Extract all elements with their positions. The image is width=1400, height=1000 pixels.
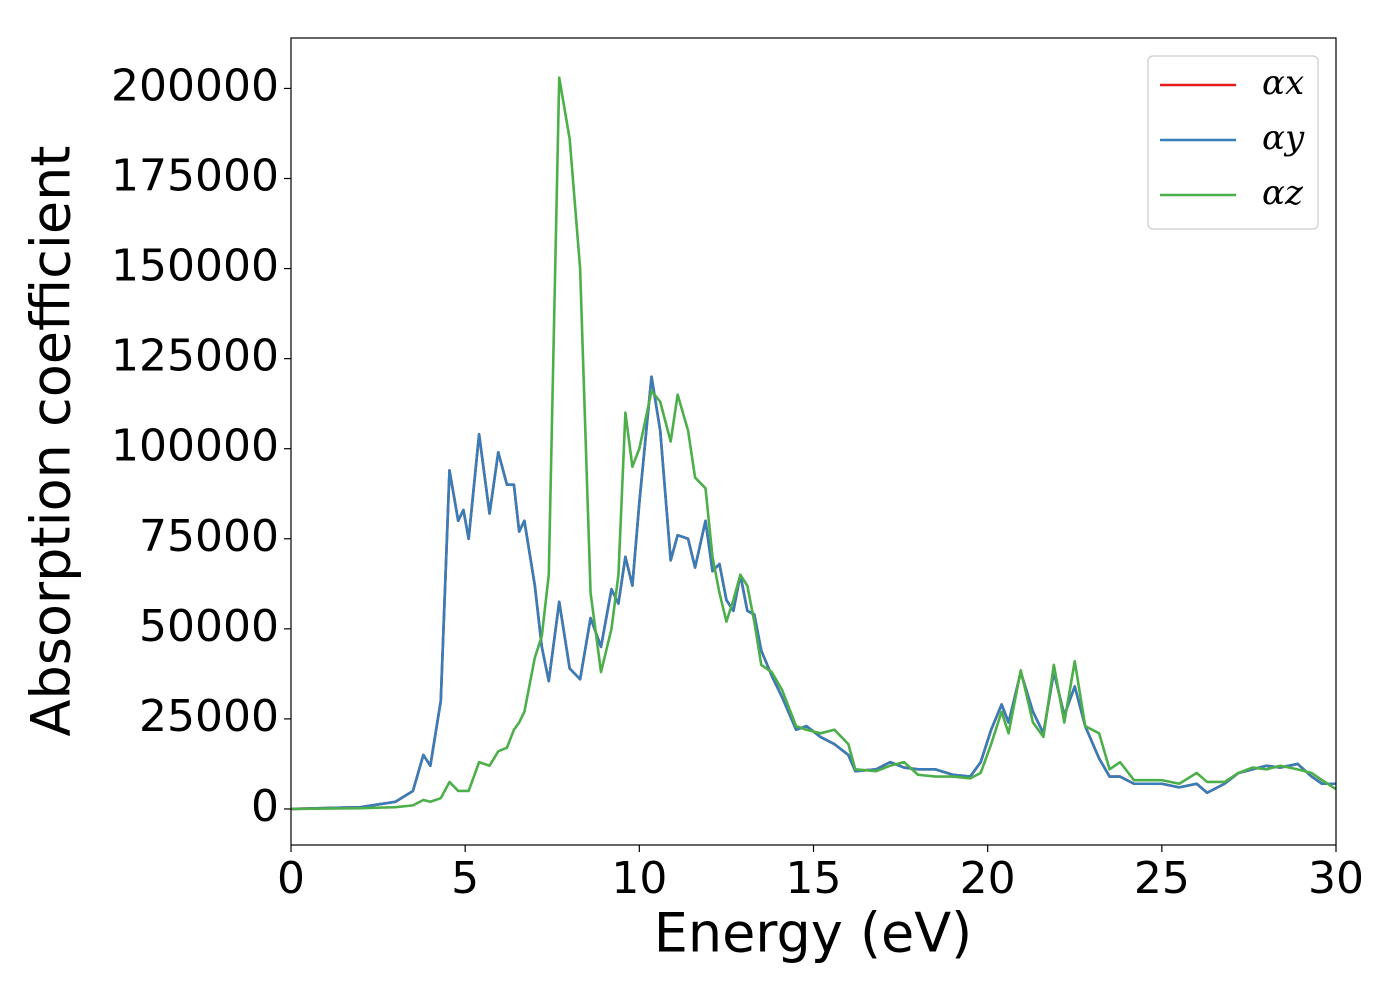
y-tick-label: 125000 xyxy=(111,331,279,382)
x-axis-label: Energy (eV) xyxy=(654,902,973,965)
x-tick-label: 10 xyxy=(611,853,667,904)
plot-lines xyxy=(291,76,1336,811)
legend-label: αz xyxy=(1262,173,1304,213)
y-tick-label: 175000 xyxy=(111,151,279,202)
legend-box xyxy=(1147,55,1319,230)
x-tick-label: 5 xyxy=(451,853,479,904)
y-tick-label: 100000 xyxy=(111,421,279,472)
legend-label: αy xyxy=(1262,118,1305,158)
y-axis-label: Absorption coefficient xyxy=(20,146,83,737)
y-tick-label: 150000 xyxy=(111,241,279,292)
data-line xyxy=(291,375,1336,811)
y-tick-label: 25000 xyxy=(139,691,279,742)
data-line xyxy=(291,76,1336,811)
legend-label: αx xyxy=(1262,63,1304,103)
x-tick-label: 20 xyxy=(960,853,1016,904)
x-tick-label: 0 xyxy=(277,853,305,904)
x-tick-label: 25 xyxy=(1134,853,1190,904)
x-tick-label: 30 xyxy=(1308,853,1364,904)
y-tick-label: 50000 xyxy=(139,601,279,652)
y-tick-label: 0 xyxy=(251,781,279,832)
y-tick-label: 200000 xyxy=(111,60,279,111)
data-line xyxy=(291,375,1336,811)
y-tick-label: 75000 xyxy=(139,511,279,562)
x-tick-label: 15 xyxy=(786,853,842,904)
